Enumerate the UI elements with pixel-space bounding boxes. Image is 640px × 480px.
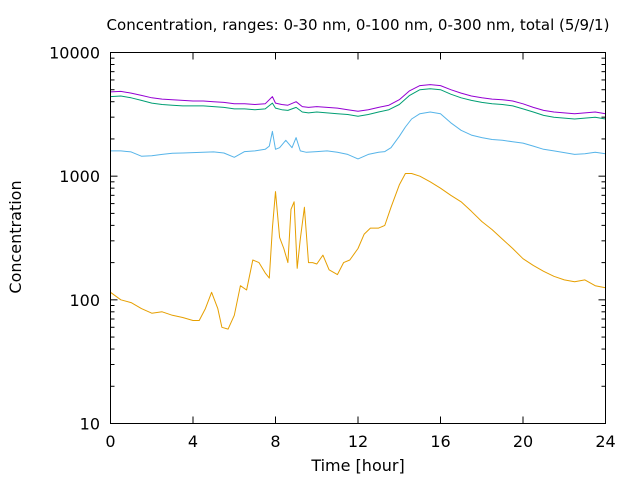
series-line-1 <box>110 173 606 330</box>
x-axis-label: Time [hour] <box>310 456 404 475</box>
chart-title: Concentration, ranges: 0-30 nm, 0-100 nm… <box>107 16 610 34</box>
ticks-layer: 0 4 8 12 16 20 24 10 100 1000 10000 <box>49 44 616 452</box>
x-tick-label: 8 <box>270 432 280 451</box>
x-tick-label: 12 <box>348 432 368 451</box>
y-tick-label: 10000 <box>49 44 100 63</box>
y-axis-label: Concentration <box>6 180 25 293</box>
series-line-3 <box>110 88 606 120</box>
x-tick-label: 4 <box>188 432 198 451</box>
y-tick-label: 1000 <box>59 167 100 186</box>
x-tick-label: 0 <box>105 432 115 451</box>
plot-frame <box>110 52 606 424</box>
y-tick-label: 100 <box>69 291 100 310</box>
x-tick-label: 20 <box>513 432 533 451</box>
y-tick-label: 10 <box>80 415 100 434</box>
series-layer <box>110 84 606 330</box>
series-line-2 <box>110 111 606 160</box>
x-tick-label: 16 <box>430 432 450 451</box>
series-line-4 <box>110 84 606 115</box>
x-tick-label: 24 <box>595 432 615 451</box>
